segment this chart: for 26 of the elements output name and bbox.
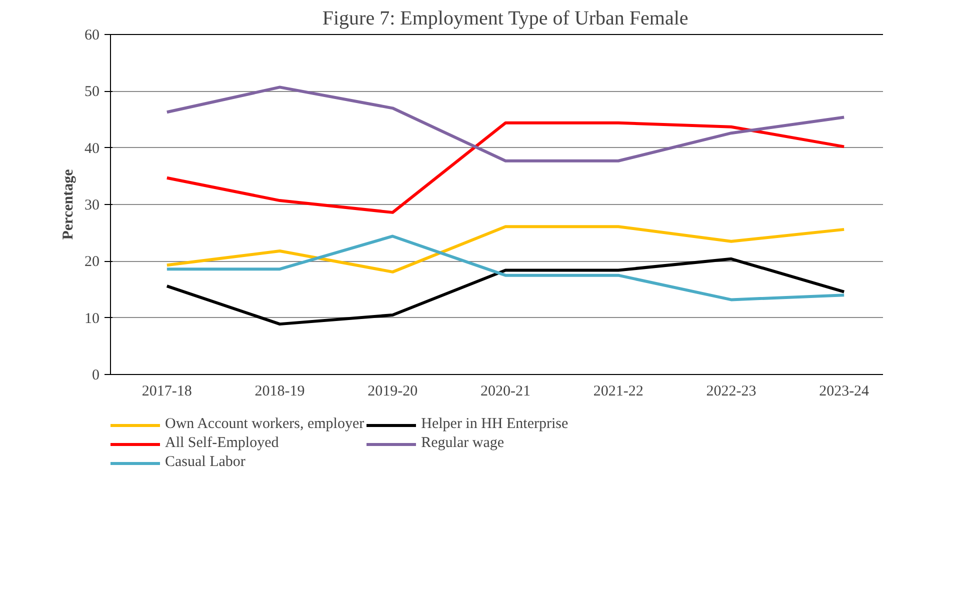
y-tick-label: 50 [84,84,100,100]
y-tick-label: 10 [84,310,100,327]
line-series [165,234,846,302]
line-series [165,225,846,274]
y-axis-title: Percentage [60,168,76,240]
y-tick-label: 60 [84,28,100,44]
y-tick-label: 0 [92,368,100,384]
x-tick-label: 2022-23 [706,384,756,400]
legend-label: Casual Labor [165,454,246,471]
x-tick-label: 2020-21 [480,384,530,400]
legend-label: Helper in HH Enterprise [421,416,568,433]
y-tick-label: 30 [84,198,100,214]
x-tick-label: 2017-18 [142,384,192,400]
y-tick-label: 40 [84,140,100,157]
line-series [165,86,846,162]
chart-title: Figure 7: Employment Type of Urban Female [322,8,688,30]
x-tick-label: 2023-24 [819,384,870,400]
x-tick-label: 2019-20 [368,384,418,400]
line-series [165,257,846,326]
line-series [165,121,846,214]
x-tick-label: 2021-22 [593,384,644,400]
y-tick-label: 20 [84,254,100,270]
legend-label: All Self-Employed [165,435,279,452]
legend-label: Regular wage [421,435,504,452]
x-tick-label: 2018-19 [254,384,305,400]
legend-label: Own Account workers, employer [165,416,364,433]
